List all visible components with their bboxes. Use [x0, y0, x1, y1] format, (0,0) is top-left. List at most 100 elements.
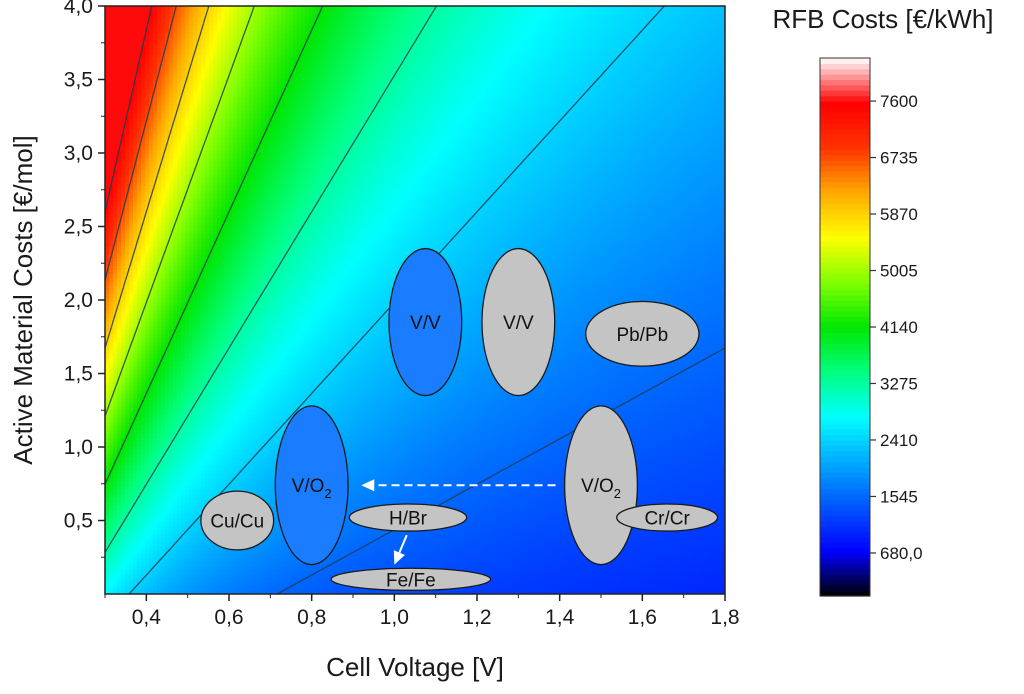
- heatmap-cell: [121, 262, 126, 267]
- heatmap-cell: [181, 318, 186, 323]
- heatmap-cell: [145, 470, 150, 475]
- heatmap-cell: [233, 378, 238, 383]
- heatmap-cell: [201, 246, 206, 251]
- heatmap-cell: [173, 46, 178, 51]
- heatmap-cell: [177, 298, 182, 303]
- heatmap-cell: [197, 250, 202, 255]
- heatmap-cell: [165, 306, 170, 311]
- heatmap-cell: [237, 566, 242, 571]
- heatmap-cell: [149, 498, 154, 503]
- heatmap-cell: [233, 234, 238, 239]
- heatmap-cell: [221, 458, 226, 463]
- heatmap-cell: [125, 322, 130, 327]
- heatmap-cell: [229, 398, 234, 403]
- heatmap-cell: [145, 562, 150, 567]
- heatmap-cell: [157, 402, 162, 407]
- heatmap-cell: [129, 474, 134, 479]
- heatmap-cell: [169, 42, 174, 47]
- heatmap-cell: [153, 54, 158, 59]
- heatmap-cell: [229, 110, 234, 115]
- heatmap-cell: [157, 98, 162, 103]
- heatmap-cell: [233, 230, 238, 235]
- heatmap-cell: [161, 586, 166, 591]
- heatmap-cell: [137, 298, 142, 303]
- heatmap-cell: [153, 586, 158, 591]
- heatmap-cell: [133, 174, 138, 179]
- heatmap-cell: [145, 262, 150, 267]
- heatmap-cell: [193, 94, 198, 99]
- heatmap-cell: [185, 454, 190, 459]
- heatmap-cell: [213, 178, 218, 183]
- heatmap-cell: [201, 10, 206, 15]
- heatmap-cell: [213, 134, 218, 139]
- heatmap-cell: [129, 494, 134, 499]
- heatmap-cell: [221, 38, 226, 43]
- heatmap-cell: [233, 150, 238, 155]
- heatmap-cell: [117, 470, 122, 475]
- heatmap-cell: [133, 530, 138, 535]
- heatmap-cell: [141, 570, 146, 575]
- heatmap-cell: [197, 170, 202, 175]
- heatmap-cell: [161, 426, 166, 431]
- heatmap-cell: [225, 446, 230, 451]
- heatmap-cell: [193, 230, 198, 235]
- heatmap-cell: [233, 46, 238, 51]
- heatmap-cell: [229, 214, 234, 219]
- heatmap-cell: [181, 234, 186, 239]
- heatmap-cell: [165, 186, 170, 191]
- heatmap-cell: [109, 442, 114, 447]
- heatmap-cell: [209, 334, 214, 339]
- heatmap-cell: [149, 42, 154, 47]
- heatmap-cell: [141, 250, 146, 255]
- heatmap-cell: [181, 550, 186, 555]
- heatmap-cell: [221, 214, 226, 219]
- heatmap-cell: [117, 54, 122, 59]
- heatmap-cell: [165, 358, 170, 363]
- heatmap-cell: [169, 462, 174, 467]
- heatmap-cell: [121, 230, 126, 235]
- heatmap-cell: [161, 122, 166, 127]
- heatmap-cell: [197, 10, 202, 15]
- heatmap-cell: [209, 422, 214, 427]
- heatmap-cell: [137, 22, 142, 27]
- heatmap-cell: [197, 550, 202, 555]
- heatmap-cell: [121, 398, 126, 403]
- heatmap-cell: [137, 470, 142, 475]
- heatmap-cell: [137, 30, 142, 35]
- heatmap-cell: [125, 406, 130, 411]
- heatmap-cell: [157, 450, 162, 455]
- heatmap-cell: [121, 354, 126, 359]
- heatmap-cell: [113, 418, 118, 423]
- heatmap-cell: [109, 38, 114, 43]
- heatmap-cell: [205, 210, 210, 215]
- heatmap-cell: [109, 450, 114, 455]
- heatmap-cell: [109, 358, 114, 363]
- heatmap-cell: [117, 346, 122, 351]
- heatmap-cell: [201, 126, 206, 131]
- heatmap-cell: [185, 474, 190, 479]
- heatmap-cell: [181, 574, 186, 579]
- heatmap-cell: [141, 110, 146, 115]
- heatmap-cell: [185, 90, 190, 95]
- heatmap-cell: [141, 354, 146, 359]
- heatmap-cell: [201, 102, 206, 107]
- heatmap-cell: [109, 118, 114, 123]
- heatmap-cell: [229, 238, 234, 243]
- heatmap-cell: [129, 410, 134, 415]
- heatmap-cell: [133, 442, 138, 447]
- heatmap-cell: [233, 78, 238, 83]
- heatmap-cell: [173, 30, 178, 35]
- heatmap-cell: [121, 106, 126, 111]
- heatmap-cell: [217, 418, 222, 423]
- heatmap-cell: [209, 578, 214, 583]
- heatmap-cell: [113, 426, 118, 431]
- heatmap-cell: [141, 94, 146, 99]
- heatmap-cell: [165, 402, 170, 407]
- heatmap-cell: [157, 42, 162, 47]
- heatmap-cell: [205, 234, 210, 239]
- heatmap-cell: [233, 438, 238, 443]
- heatmap-cell: [217, 482, 222, 487]
- heatmap-cell: [205, 426, 210, 431]
- heatmap-cell: [157, 422, 162, 427]
- heatmap-cell: [157, 314, 162, 319]
